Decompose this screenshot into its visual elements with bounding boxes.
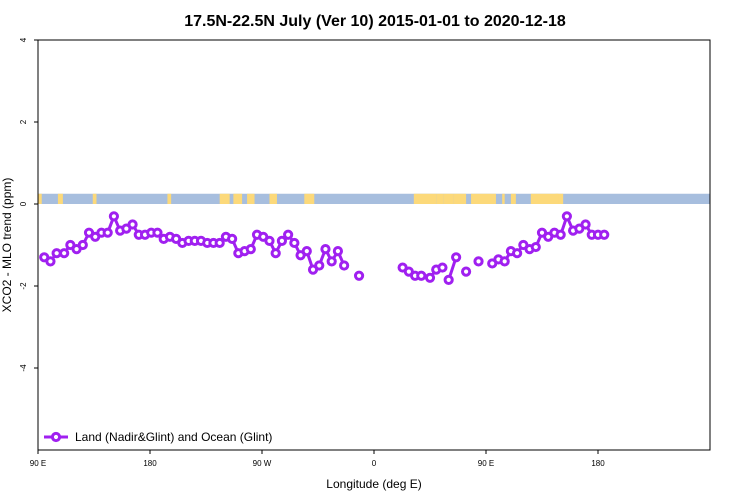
series-layer (39, 211, 610, 285)
data-point (301, 246, 312, 257)
chart-title: 17.5N-22.5N July (Ver 10) 2015-01-01 to … (184, 13, 566, 30)
data-point (512, 248, 523, 259)
land-segment (453, 193, 467, 204)
data-point (555, 229, 566, 240)
data-point (332, 246, 344, 257)
land-segment (471, 193, 496, 204)
plot-frame (37, 39, 711, 451)
x-tick-label: 0 (372, 459, 377, 468)
legend: Land (Nadir&Glint) and Ocean (Glint) (44, 430, 272, 444)
data-point (152, 227, 163, 238)
land-segment (502, 193, 505, 204)
land-segment (233, 193, 243, 204)
data-point (102, 227, 113, 238)
data-point (270, 248, 281, 259)
data-point (77, 239, 88, 251)
data-point (276, 235, 288, 246)
land-segment (555, 193, 559, 204)
land-segment (510, 193, 516, 204)
x-tick-label: 90 E (30, 459, 46, 468)
x-axis-label: Longitude (deg E) (326, 477, 421, 491)
data-point (353, 270, 365, 281)
y-tick-label: -2 (19, 282, 28, 290)
data-point (599, 229, 610, 240)
y-axis: -4 -2 0 2 4 (19, 37, 38, 372)
data-point (499, 256, 510, 267)
land-segment (219, 193, 230, 204)
land-segment (304, 193, 315, 204)
data-point (59, 248, 70, 259)
data-point (473, 256, 484, 267)
land-segment (413, 193, 437, 204)
legend-label: Land (Nadir&Glint) and Ocean (Glint) (75, 430, 272, 444)
ocean-band (38, 193, 710, 204)
y-tick-label: 4 (19, 37, 28, 42)
data-point (443, 274, 454, 285)
data-point (530, 241, 541, 253)
data-point (245, 244, 256, 255)
data-point (283, 229, 294, 240)
land-segment (530, 193, 564, 204)
x-axis: 90 E 180 90 W 0 90 E 180 (30, 450, 605, 468)
data-point (289, 237, 300, 249)
legend-marker (50, 431, 62, 443)
x-tick-label: 90 E (478, 459, 494, 468)
data-point (214, 237, 225, 249)
land-segment (167, 193, 172, 204)
x-tick-label: 180 (591, 459, 605, 468)
y-tick-label: 0 (19, 201, 28, 206)
data-point (424, 272, 436, 283)
data-point (561, 211, 572, 222)
data-point (437, 262, 448, 273)
land-segment (92, 193, 97, 204)
y-tick-label: 2 (19, 119, 28, 124)
data-point (580, 219, 591, 230)
land-segment (247, 193, 255, 204)
data-point (314, 260, 325, 271)
data-point (451, 252, 462, 263)
land-segment (38, 193, 42, 204)
land-segment (269, 193, 277, 204)
land-segment (57, 193, 63, 204)
data-point (460, 266, 472, 277)
data-point (416, 270, 427, 281)
y-axis-label: XCO2 - MLO trend (ppm) (0, 178, 14, 313)
data-point (264, 235, 275, 246)
data-point (45, 256, 56, 267)
data-point (326, 256, 337, 267)
land-segment (436, 193, 444, 204)
data-point (320, 244, 331, 255)
land-ocean-strip (38, 193, 710, 204)
x-tick-label: 180 (143, 459, 157, 468)
data-point (108, 211, 120, 222)
land-segment (443, 193, 454, 204)
data-point (339, 260, 350, 271)
y-tick-label: -4 (19, 364, 28, 372)
data-point (227, 233, 238, 244)
data-point (127, 219, 138, 230)
x-tick-label: 90 W (253, 459, 272, 468)
